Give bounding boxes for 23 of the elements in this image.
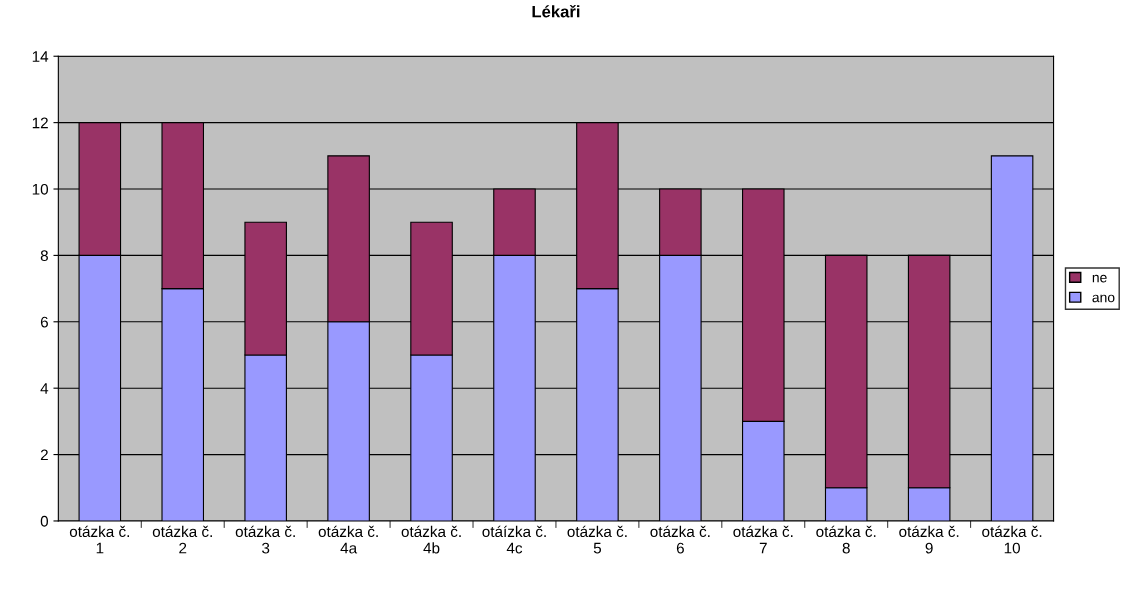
y-tick-label: 2: [40, 449, 48, 461]
legend-label: ne: [1092, 274, 1107, 283]
x-tick-label: otáízka č. 4c: [482, 525, 546, 554]
y-tick-label: 0: [40, 515, 49, 527]
x-tick-label: otázka č. 5: [567, 525, 627, 554]
x-tick-label: otázka č. 4b: [401, 525, 461, 554]
x-tick-label: otázka č. 3: [235, 525, 295, 554]
x-tick-label: otázka č. 6: [650, 525, 710, 554]
legend-label: ano: [1092, 294, 1115, 303]
x-tick-label: otázka č. 1: [69, 525, 129, 554]
y-tick-label: 14: [32, 51, 49, 62]
chart-title: Lékaři: [532, 4, 580, 18]
y-tick-label: 12: [32, 117, 48, 129]
x-tick-label: otázka č. 2: [152, 525, 212, 554]
x-tick-label: otázka č. 10: [982, 525, 1042, 554]
x-tick-label: otázka č. 4a: [318, 525, 378, 554]
y-tick-label: 6: [40, 316, 48, 328]
y-tick-label: 4: [40, 383, 49, 394]
x-tick-label: otázka č. 9: [899, 525, 959, 554]
y-tick-label: 8: [40, 250, 48, 262]
x-tick-label: otázka č. 7: [733, 525, 793, 554]
x-tick-label: otázka č. 8: [816, 525, 876, 554]
y-tick-label: 10: [32, 183, 49, 195]
